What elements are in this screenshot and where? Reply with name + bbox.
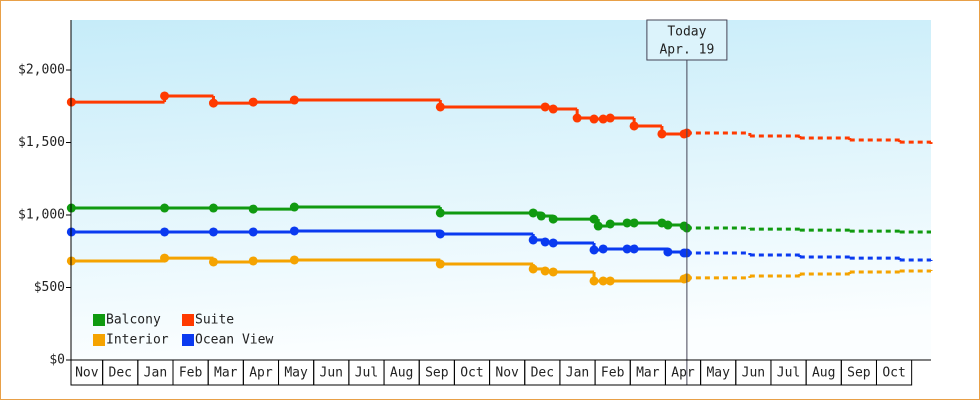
x-tick-label: Feb [601,366,625,381]
price-point [536,211,546,221]
x-tick-label: Oct [460,366,483,381]
price-point [663,220,673,230]
x-tick-label: Jun [742,366,765,381]
price-point [629,121,639,131]
today-label: Today [667,25,706,40]
price-point [248,204,258,214]
price-point [605,219,615,229]
price-point [663,247,673,257]
price-point [208,98,218,108]
x-tick-label: Mar [214,366,238,381]
x-tick-label: Nov [495,366,519,381]
price-point [572,113,582,123]
legend-label: Suite [195,313,234,328]
price-point [657,129,667,139]
x-tick-label: Jul [355,366,378,381]
legend-swatch [93,334,105,346]
price-point [160,203,170,213]
price-point [208,257,218,267]
price-point [548,267,558,277]
price-point [160,227,170,237]
x-tick-label: Jul [777,366,800,381]
legend-swatch [182,314,194,326]
x-tick-label: Dec [109,366,132,381]
price-point [622,244,632,254]
price-point [528,264,538,274]
price-point [289,202,299,212]
price-point [629,244,639,254]
price-point [589,276,599,286]
x-tick-label: May [706,366,730,381]
y-tick-label: $0 [49,353,65,368]
x-tick-label: May [284,366,308,381]
series [66,226,933,262]
price-point [598,244,608,254]
legend-swatch [182,334,194,346]
x-tick-label: Jan [566,366,589,381]
price-point [598,276,608,286]
price-point [589,245,599,255]
price-point [540,237,550,247]
price-point [589,114,599,124]
legend-label: Interior [106,333,169,348]
price-point [435,102,445,112]
price-point [629,218,639,228]
price-point [548,238,558,248]
price-point [540,266,550,276]
x-tick-label: Feb [179,366,203,381]
x-tick-label: Oct [882,366,905,381]
price-point [622,218,632,228]
x-tick-label: Dec [531,366,554,381]
y-tick-label: $500 [34,280,65,295]
price-point [589,214,599,224]
price-point [248,227,258,237]
price-point [208,227,218,237]
x-tick-label: Mar [636,366,660,381]
today-box [646,19,728,61]
price-point [435,229,445,239]
x-tick-label: Jan [144,366,167,381]
price-point [208,203,218,213]
price-point [289,95,299,105]
price-point [435,208,445,218]
x-tick-label: Sep [425,366,449,381]
y-tick-label: $2,000 [18,63,65,78]
price-point [248,97,258,107]
price-point [248,256,258,266]
legend-label: Balcony [106,313,161,328]
series [66,91,933,144]
price-point [435,259,445,269]
price-point [289,226,299,236]
y-tick-label: $1,000 [18,208,65,223]
y-tick-label: $1,500 [18,135,65,150]
today-date: Apr. 19 [659,43,714,58]
series [66,202,931,234]
x-tick-label: Apr [671,366,695,381]
price-point [605,276,615,286]
price-point [593,221,603,231]
legend-swatch [93,314,105,326]
price-point [548,214,558,224]
plot-area [71,20,931,360]
price-point [528,235,538,245]
price-point [528,208,538,218]
x-tick-label: Sep [847,366,871,381]
price-point [605,113,615,123]
price-point [540,102,550,112]
price-point [160,91,170,101]
x-tick-label: Apr [249,366,273,381]
price-point [289,255,299,265]
legend-label: Ocean View [195,333,273,348]
price-point [160,253,170,263]
x-tick-label: Nov [75,366,99,381]
x-tick-label: Aug [812,366,835,381]
x-tick-label: Jun [320,366,343,381]
price-point [548,104,558,114]
price-point [598,114,608,124]
x-tick-label: Aug [390,366,413,381]
